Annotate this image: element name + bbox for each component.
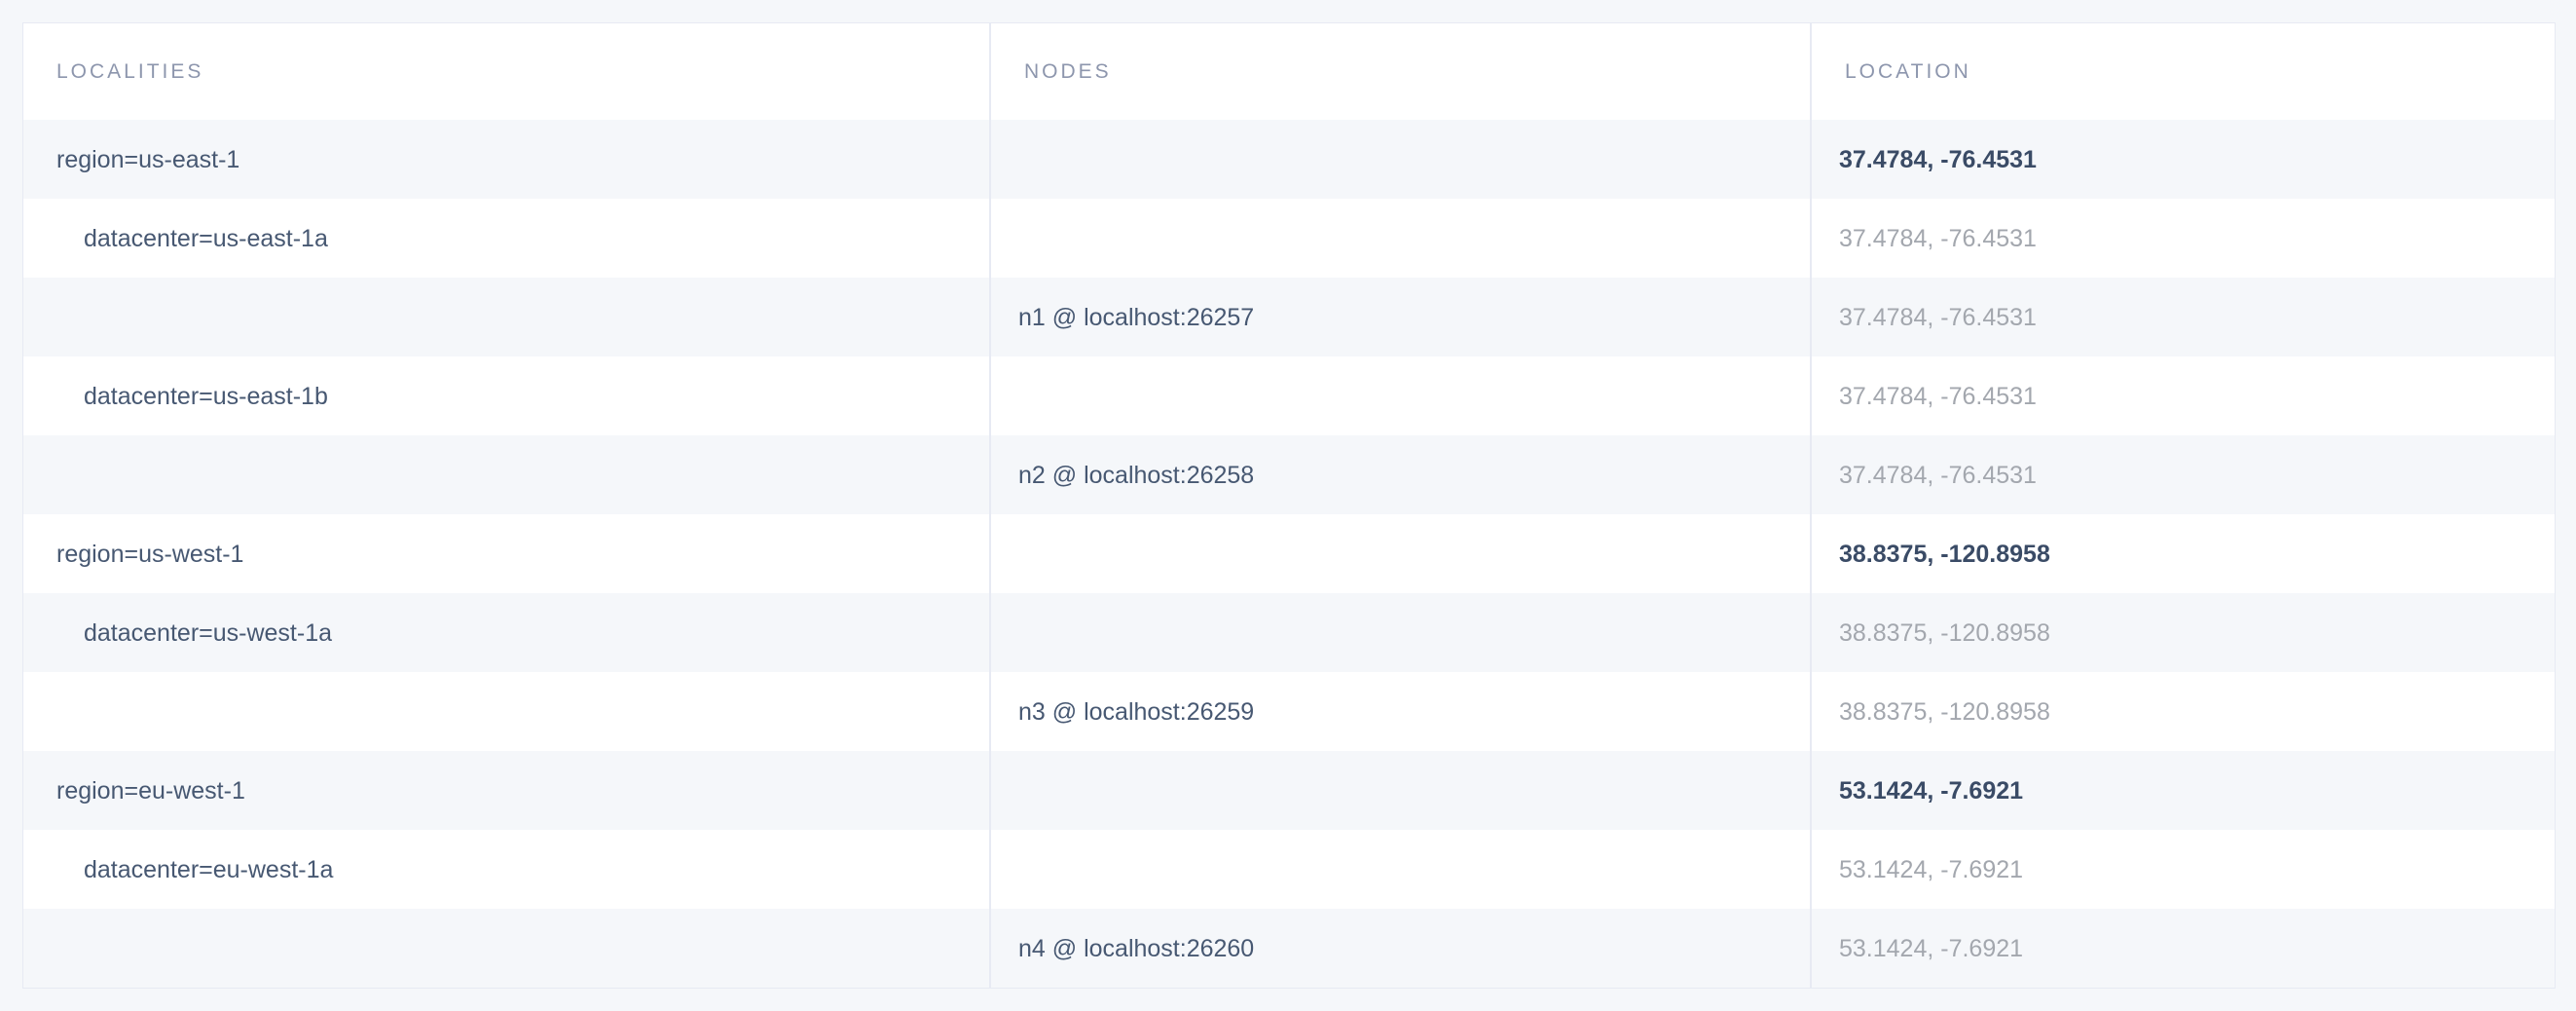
cell-localities (23, 435, 990, 514)
table-row[interactable]: datacenter=eu-west-1a 53.1424, -7.6921 (23, 830, 2555, 909)
location-coordinates: 53.1424, -7.6921 (1839, 855, 2024, 883)
cell-localities: region=eu-west-1 (23, 751, 990, 830)
empty-nodes-cell (991, 159, 1810, 160)
cell-nodes (989, 593, 1811, 672)
table-row[interactable]: n2 @ localhost:26258 37.4784, -76.4531 (23, 435, 2555, 514)
table-row[interactable]: n3 @ localhost:26259 38.8375, -120.8958 (23, 672, 2555, 751)
table-row[interactable]: n4 @ localhost:26260 53.1424, -7.6921 (23, 909, 2555, 988)
cell-localities (23, 672, 990, 751)
empty-nodes-cell (991, 790, 1810, 791)
cell-nodes (989, 356, 1811, 435)
node-label[interactable]: n3 @ localhost:26259 (1018, 697, 1255, 726)
table-row[interactable]: datacenter=us-west-1a 38.8375, -120.8958 (23, 593, 2555, 672)
location-coordinates: 37.4784, -76.4531 (1839, 382, 2037, 410)
empty-locality-cell (23, 948, 989, 949)
cell-nodes: n4 @ localhost:26260 (989, 909, 1811, 988)
table-row[interactable]: datacenter=us-east-1b 37.4784, -76.4531 (23, 356, 2555, 435)
cell-nodes (989, 120, 1811, 199)
table-body: region=us-east-1 37.4784, -76.4531 datacen… (23, 120, 2555, 988)
cell-localities: datacenter=us-west-1a (23, 593, 990, 672)
empty-locality-cell (23, 474, 989, 475)
column-header-localities[interactable]: LOCALITIES (23, 23, 990, 120)
cell-location: 38.8375, -120.8958 (1810, 672, 2555, 751)
locality-region-label: region=eu-west-1 (56, 776, 245, 805)
table-row[interactable]: region=eu-west-1 53.1424, -7.6921 (23, 751, 2555, 830)
location-coordinates: 38.8375, -120.8958 (1839, 697, 2050, 726)
empty-nodes-cell (991, 553, 1810, 554)
locality-datacenter-label: datacenter=eu-west-1a (84, 855, 334, 883)
cell-nodes (989, 514, 1811, 593)
table-row[interactable]: n1 @ localhost:26257 37.4784, -76.4531 (23, 278, 2555, 356)
location-coordinates: 38.8375, -120.8958 (1839, 540, 2050, 568)
cell-location: 53.1424, -7.6921 (1810, 909, 2555, 988)
location-coordinates: 53.1424, -7.6921 (1839, 934, 2024, 962)
empty-locality-cell (23, 711, 989, 712)
cell-location: 37.4784, -76.4531 (1810, 278, 2555, 356)
cell-location: 37.4784, -76.4531 (1810, 199, 2555, 278)
table-header-row: LOCALITIES NODES LOCATION (23, 23, 2555, 120)
column-header-nodes[interactable]: NODES (989, 23, 1811, 120)
node-label[interactable]: n1 @ localhost:26257 (1018, 303, 1255, 331)
location-coordinates: 38.8375, -120.8958 (1839, 618, 2050, 647)
cell-localities: region=us-east-1 (23, 120, 990, 199)
cell-localities: datacenter=us-east-1b (23, 356, 990, 435)
cell-nodes (989, 751, 1811, 830)
cell-nodes: n2 @ localhost:26258 (989, 435, 1811, 514)
localities-table-card: LOCALITIES NODES LOCATION region=us-east… (22, 22, 2556, 989)
cell-location: 53.1424, -7.6921 (1810, 751, 2555, 830)
empty-nodes-cell (991, 869, 1810, 870)
empty-nodes-cell (991, 395, 1810, 396)
location-coordinates: 37.4784, -76.4531 (1839, 461, 2037, 489)
table-header: LOCALITIES NODES LOCATION (23, 23, 2555, 120)
cell-location: 37.4784, -76.4531 (1810, 356, 2555, 435)
cell-localities: datacenter=us-east-1a (23, 199, 990, 278)
location-coordinates: 37.4784, -76.4531 (1839, 145, 2037, 173)
cell-localities (23, 909, 990, 988)
location-coordinates: 53.1424, -7.6921 (1839, 776, 2024, 805)
localities-table: LOCALITIES NODES LOCATION region=us-east… (23, 23, 2555, 988)
location-coordinates: 37.4784, -76.4531 (1839, 224, 2037, 252)
table-row[interactable]: region=us-west-1 38.8375, -120.8958 (23, 514, 2555, 593)
locality-datacenter-label: datacenter=us-west-1a (84, 618, 333, 647)
empty-nodes-cell (991, 238, 1810, 239)
cell-location: 38.8375, -120.8958 (1810, 514, 2555, 593)
node-label[interactable]: n4 @ localhost:26260 (1018, 934, 1255, 962)
locality-region-label: region=us-west-1 (56, 540, 244, 568)
locality-region-label: region=us-east-1 (56, 145, 240, 173)
node-label[interactable]: n2 @ localhost:26258 (1018, 461, 1255, 489)
table-row[interactable]: region=us-east-1 37.4784, -76.4531 (23, 120, 2555, 199)
table-row[interactable]: datacenter=us-east-1a 37.4784, -76.4531 (23, 199, 2555, 278)
cell-nodes (989, 199, 1811, 278)
location-coordinates: 37.4784, -76.4531 (1839, 303, 2037, 331)
empty-nodes-cell (991, 632, 1810, 633)
cell-location: 38.8375, -120.8958 (1810, 593, 2555, 672)
cell-location: 37.4784, -76.4531 (1810, 120, 2555, 199)
cell-nodes (989, 830, 1811, 909)
locality-datacenter-label: datacenter=us-east-1a (84, 224, 328, 252)
column-header-location[interactable]: LOCATION (1810, 23, 2555, 120)
cell-nodes: n1 @ localhost:26257 (989, 278, 1811, 356)
cell-nodes: n3 @ localhost:26259 (989, 672, 1811, 751)
cell-localities (23, 278, 990, 356)
cell-localities: datacenter=eu-west-1a (23, 830, 990, 909)
empty-locality-cell (23, 317, 989, 318)
cell-localities: region=us-west-1 (23, 514, 990, 593)
locality-datacenter-label: datacenter=us-east-1b (84, 382, 328, 410)
cell-location: 53.1424, -7.6921 (1810, 830, 2555, 909)
cell-location: 37.4784, -76.4531 (1810, 435, 2555, 514)
